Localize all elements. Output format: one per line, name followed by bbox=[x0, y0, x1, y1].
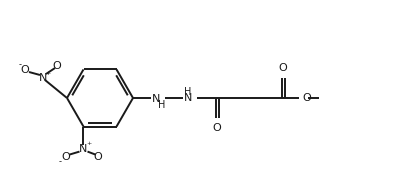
Text: N: N bbox=[79, 144, 88, 154]
Text: O: O bbox=[61, 152, 70, 162]
Text: O: O bbox=[21, 65, 30, 75]
Text: H: H bbox=[158, 100, 165, 110]
Text: N: N bbox=[39, 73, 47, 83]
Text: N: N bbox=[152, 94, 160, 104]
Text: +: + bbox=[45, 71, 51, 75]
Text: O: O bbox=[213, 123, 221, 133]
Text: N: N bbox=[184, 93, 192, 103]
Text: O: O bbox=[279, 63, 287, 73]
Text: O: O bbox=[302, 93, 311, 103]
Text: H: H bbox=[184, 87, 192, 97]
Text: O: O bbox=[53, 61, 61, 71]
Text: -: - bbox=[59, 157, 62, 166]
Text: +: + bbox=[86, 141, 91, 146]
Text: O: O bbox=[93, 152, 102, 162]
Text: -: - bbox=[18, 61, 22, 70]
